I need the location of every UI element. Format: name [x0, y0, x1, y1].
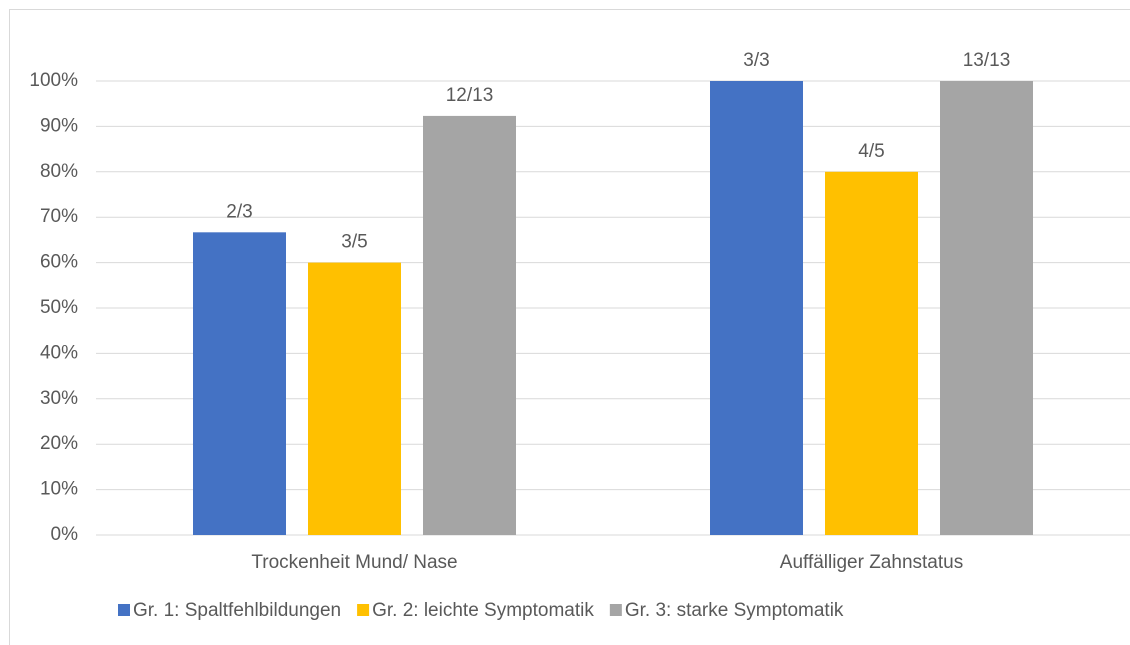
y-tick-label: 50% [40, 297, 78, 318]
legend-swatch [609, 604, 622, 616]
y-tick-label: 60% [40, 252, 78, 273]
y-tick-label: 30% [40, 388, 78, 409]
value-label: 3/5 [341, 232, 367, 253]
y-tick-label: 10% [40, 479, 78, 500]
y-tick-label: 0% [51, 524, 79, 545]
x-tick-label: Auffälliger Zahnstatus [780, 552, 963, 573]
y-tick-label: 20% [40, 433, 78, 454]
bar [940, 81, 1033, 535]
bar [308, 262, 401, 535]
value-label: 4/5 [858, 141, 884, 162]
y-tick-label: 100% [29, 70, 78, 91]
bar [193, 232, 286, 535]
y-tick-label: 90% [40, 115, 78, 136]
value-label: 12/13 [446, 85, 494, 106]
chart-frame [9, 9, 1130, 645]
value-label: 3/3 [743, 50, 769, 71]
y-tick-label: 40% [40, 342, 78, 363]
x-tick-label: Trockenheit Mund/ Nase [251, 552, 457, 573]
legend-label: Gr. 3: starke Symptomatik [625, 600, 844, 621]
bar [825, 171, 918, 536]
y-tick-label: 80% [40, 161, 78, 182]
legend-swatch [357, 604, 370, 616]
legend-label: Gr. 1: Spaltfehlbildungen [133, 600, 341, 621]
bar [423, 115, 516, 535]
value-label: 2/3 [226, 201, 252, 222]
value-label: 13/13 [963, 50, 1011, 71]
legend-label: Gr. 2: leichte Symptomatik [372, 600, 594, 621]
legend-swatch [118, 604, 130, 616]
bar [710, 81, 803, 535]
y-tick-label: 70% [40, 206, 78, 227]
